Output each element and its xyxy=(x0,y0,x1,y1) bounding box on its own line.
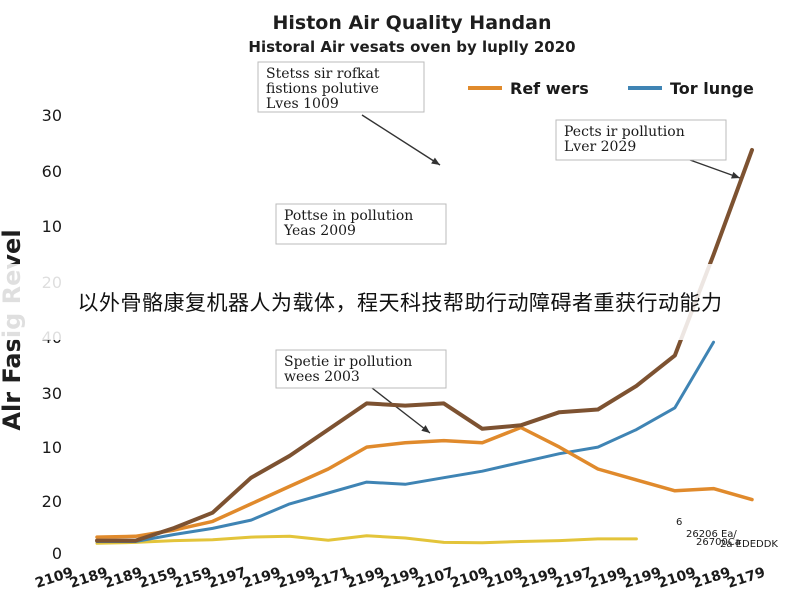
legend-label: Ref wers xyxy=(510,79,589,98)
arrow-head xyxy=(421,425,430,433)
annotation-arrow xyxy=(361,114,441,166)
legend-entry: Tor lunge xyxy=(628,79,754,98)
annotation-arrow xyxy=(689,159,741,179)
end-label: 26700Ca xyxy=(696,537,741,548)
y-tick-label: 0 xyxy=(52,544,62,563)
chart-title: Histon Air Quality Handan xyxy=(272,12,551,34)
end-label: 26206 Ea/ xyxy=(686,529,737,540)
caption-banner: 以外骨骼康复机器人为载体，程天科技帮助行动障碍者重获行动能力 xyxy=(0,264,800,340)
legend-entry: Ref wers xyxy=(468,79,589,98)
y-tick-label: 10 xyxy=(42,217,62,236)
series-line-2 xyxy=(95,148,754,543)
series-line-1 xyxy=(95,425,754,539)
annotation-arrow xyxy=(371,387,431,434)
series-lines xyxy=(95,148,754,545)
annotation-line: wees 2003 xyxy=(284,369,360,385)
annotation-line: Yeas 2009 xyxy=(283,223,356,239)
annotation-arrows xyxy=(361,114,741,434)
x-axis: 2109218921892159215921972199219921712199… xyxy=(33,565,767,592)
annotation-line: fistions polutive xyxy=(266,81,379,97)
annotation-line: Stetss sir rofkat xyxy=(266,66,380,82)
annotation-line: Lver 2029 xyxy=(564,139,636,155)
x-tick-label: 2179 xyxy=(725,565,767,592)
y-tick-label: 30 xyxy=(42,384,62,403)
y-tick-label: 30 xyxy=(42,106,62,125)
annotation-frame xyxy=(257,61,425,113)
annotation-line: Pects ir pollution xyxy=(564,124,685,140)
series-line-3 xyxy=(95,340,715,543)
annotation-line: Pottse in pollution xyxy=(284,208,413,224)
legend-label: Tor lunge xyxy=(670,79,754,98)
end-label: 6 xyxy=(676,517,682,528)
caption-text: 以外骨骼康复机器人为载体，程天科技帮助行动障碍者重获行动能力 xyxy=(77,291,723,315)
series-line-4 xyxy=(95,534,638,545)
legend: Ref wers Tor lunge xyxy=(468,79,754,98)
annotation-line: Spetie ir pollution xyxy=(284,354,412,370)
y-tick-label: 20 xyxy=(42,492,62,511)
arrow-head xyxy=(731,171,740,179)
annotation-frame xyxy=(275,203,447,245)
end-label: 2a EDEDDK xyxy=(720,539,778,550)
annotation-frame xyxy=(275,349,447,389)
arrow-head xyxy=(431,157,440,165)
annotation-line: Lves 1009 xyxy=(266,96,339,112)
y-tick-label: 60 xyxy=(42,162,62,181)
chart-subtitle: Historal Air vesats oven by luplly 2020 xyxy=(248,38,575,56)
annotation-frame xyxy=(555,119,727,161)
y-tick-label: 10 xyxy=(42,438,62,457)
